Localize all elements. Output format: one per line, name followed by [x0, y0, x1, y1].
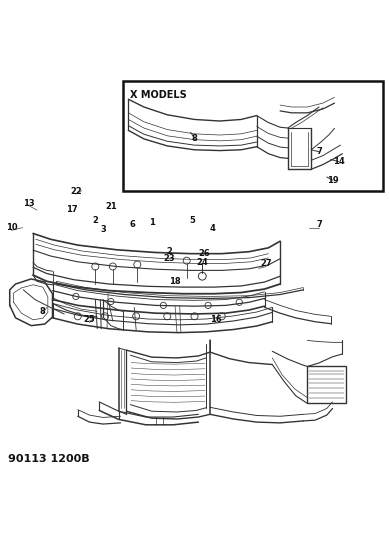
Text: 1: 1	[149, 218, 155, 227]
Text: 13: 13	[23, 199, 35, 207]
Text: 14: 14	[333, 157, 344, 166]
Text: X MODELS: X MODELS	[130, 90, 187, 100]
Text: 15: 15	[249, 164, 261, 173]
Text: 2: 2	[166, 247, 172, 256]
Text: 2: 2	[92, 216, 98, 225]
Text: 10: 10	[6, 223, 18, 232]
Text: 24: 24	[196, 258, 208, 267]
Text: 8: 8	[192, 134, 197, 143]
Text: 22: 22	[70, 187, 82, 196]
Text: 14: 14	[338, 130, 350, 139]
Text: 12: 12	[235, 115, 247, 124]
Text: 17: 17	[66, 205, 78, 214]
Text: 3: 3	[100, 224, 106, 233]
Text: 6: 6	[129, 220, 135, 229]
Text: 21: 21	[105, 201, 117, 211]
Text: 8: 8	[40, 306, 46, 316]
Text: 7: 7	[316, 147, 322, 156]
Text: 9: 9	[135, 157, 141, 166]
Text: 7: 7	[316, 220, 322, 229]
Text: 25: 25	[84, 316, 95, 324]
Text: 4: 4	[209, 224, 215, 233]
Text: 5: 5	[189, 216, 196, 225]
Text: 11: 11	[158, 108, 169, 117]
Text: 20: 20	[198, 164, 210, 173]
Text: 23: 23	[163, 254, 175, 263]
Text: 16: 16	[210, 316, 222, 324]
Text: 90113 1200B: 90113 1200B	[8, 454, 89, 464]
Text: 18: 18	[169, 277, 181, 286]
Bar	[123, 80, 383, 191]
Text: 26: 26	[198, 249, 210, 258]
Text: 19: 19	[327, 176, 338, 184]
Text: 27: 27	[261, 259, 272, 268]
